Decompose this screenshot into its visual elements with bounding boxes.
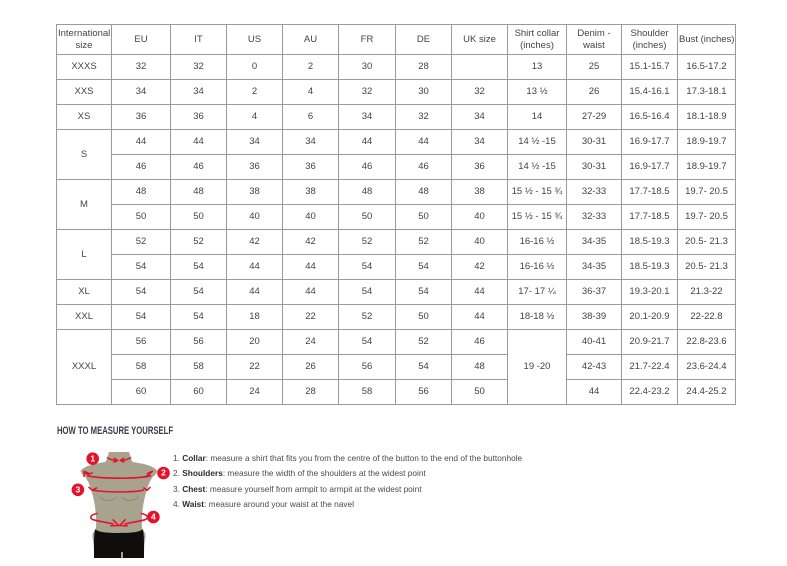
svg-text:4: 4 (151, 512, 156, 522)
svg-text:2: 2 (161, 468, 166, 478)
svg-text:3: 3 (76, 484, 81, 494)
svg-text:1: 1 (90, 453, 95, 463)
